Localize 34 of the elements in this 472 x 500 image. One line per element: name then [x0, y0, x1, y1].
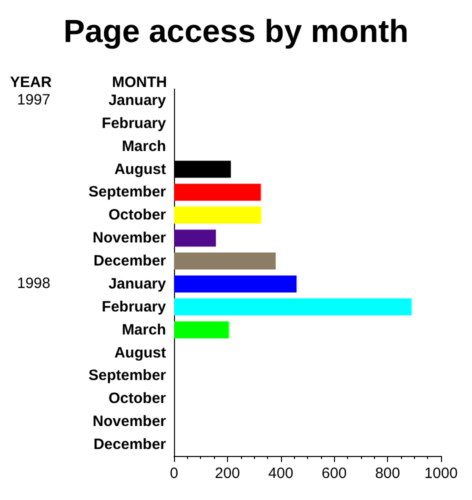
text: 1997: [17, 91, 50, 108]
y-tick-label: November: [92, 413, 166, 430]
x-tick-label: 0: [170, 465, 178, 482]
bar: [174, 206, 261, 224]
bar: [174, 298, 412, 316]
y-tick-label: August: [114, 344, 166, 362]
y-tick-label: November: [92, 230, 166, 247]
bar: [174, 252, 276, 270]
x-tick-label: 200: [214, 465, 240, 482]
bar: [174, 230, 216, 247]
bar: [174, 275, 297, 292]
chart-title: Page access by month: [63, 13, 409, 49]
bar: [174, 321, 229, 338]
y-tick-label: December: [93, 436, 166, 454]
bar: [174, 184, 261, 201]
y-tick-label: August: [114, 160, 166, 178]
y-tick-label: December: [93, 252, 166, 270]
text: 1998: [17, 274, 50, 292]
x-tick-label: 400: [268, 465, 294, 482]
y-tick-label: September: [88, 367, 166, 384]
y-tick-label: September: [88, 184, 166, 201]
x-tick-label: 800: [375, 465, 400, 482]
y-tick-label: February: [102, 114, 167, 132]
x-tick-label: 600: [322, 465, 347, 482]
y-tick-label: October: [108, 390, 166, 408]
y-axis-title: MONTH: [112, 74, 168, 91]
y-tick-label: January: [108, 92, 167, 109]
text: YEAR: [10, 74, 52, 91]
y-tick-label: March: [122, 138, 166, 155]
y-tick-label: March: [122, 321, 166, 338]
y-tick-label: January: [108, 275, 167, 292]
y-tick-label: October: [108, 206, 166, 224]
y-tick-label: February: [102, 298, 167, 316]
x-tick-label: 1000: [424, 465, 458, 482]
